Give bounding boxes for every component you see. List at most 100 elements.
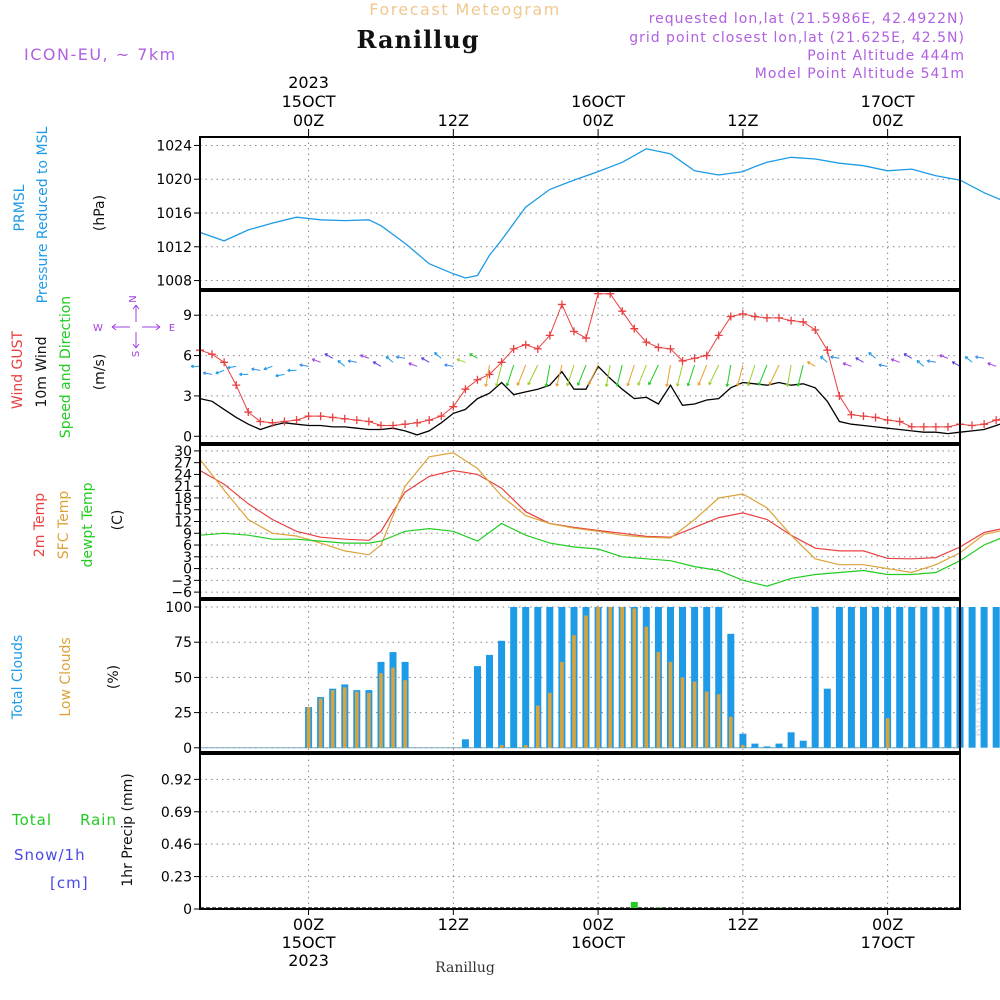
wind-direction-arrow [819,356,828,363]
precip-ytick-label: 0.69 [161,805,192,821]
wind-gust-point [244,408,253,417]
precip-unit: 1hr Precip (mm) [120,773,136,886]
low-clouds-bar [729,716,733,748]
requested-coords: requested lon,lat (21.5986E, 42.4922N) [649,11,965,27]
pressure-label-msl: Pressure Reduced to MSL [35,126,51,303]
total-clouds-bar [546,607,554,748]
wind-gust-point [678,356,687,365]
bottom-time-label: 12Z [438,915,469,934]
temp-dewpt-line [199,522,1000,587]
low-clouds-bar [306,707,311,748]
low-clouds-bar [596,607,600,748]
wind-direction-arrow [916,360,925,367]
wind-gust-point [280,417,289,426]
footer-location: Ranillug [435,960,495,976]
top-time-label: 16OCT [571,92,625,111]
wind-gust-point [545,331,554,340]
bottom-time-label: 2023 [288,951,329,970]
wind-direction-arrow [275,373,285,378]
total-clouds-bar [944,607,952,748]
temp-ytick-label: 21 [174,479,192,495]
total-clouds-bar [510,607,518,748]
low-clouds-bar [741,745,745,748]
wind-gust-point [509,344,518,353]
wind-gust-point [666,344,675,353]
temp-ytick-label: 15 [174,503,192,519]
wind-direction-arrow [576,364,587,386]
temp-ytick-label: 9 [183,526,192,542]
wind-gust-point [256,417,265,426]
precip-label-snow: Snow/1h [14,846,86,864]
bottom-time-label: 00Z [582,915,613,934]
total-clouds-bar [799,740,807,748]
wind-gust-point [968,421,977,430]
wind-direction-arrow [725,364,732,387]
pressure-ytick-label: 1024 [156,138,192,154]
top-time-label: 12Z [727,111,758,130]
precip-ytick-label: 0 [183,902,192,918]
wind-gust-point [654,343,663,352]
compass-north: N [128,295,139,302]
total-clouds-bar [896,607,904,748]
temp-unit: (C) [110,510,126,531]
clouds-ytick-label: 0 [183,741,192,757]
precip-ytick-label: 0.46 [161,837,192,853]
clouds-ytick-label: 100 [165,600,192,616]
wind-direction-arrow [385,356,394,363]
temp-ytick-label: −3 [171,573,192,589]
wind-gust-point [775,313,784,322]
clouds-ytick-label: 25 [174,706,192,722]
wind-gust-point [871,413,880,422]
rain-bar [630,902,638,909]
wind-direction-arrow [505,364,515,387]
wind-gust-point [738,309,747,318]
total-clouds-bar [486,654,493,748]
wind-direction-arrow [555,364,563,387]
low-clouds-bar [548,692,552,748]
wind-direction-arrow [868,352,876,359]
low-clouds-bar [704,691,709,748]
low-clouds-bar [572,635,576,748]
wind-gust-point [883,416,892,425]
wind-direction-arrow [686,364,696,387]
low-clouds-bar [632,608,637,748]
location-title: Ranillug [356,25,479,54]
wind-direction-arrow [337,360,346,367]
low-clouds-bar [523,745,528,748]
wind-direction-arrow [785,364,792,387]
wind-gust-point [811,326,820,335]
wind-direction-arrow [708,364,720,386]
total-clouds-bar [461,739,469,748]
wind-gust-point [895,417,904,426]
bottom-time-label: 00Z [293,915,324,934]
wind-gust-point [220,358,229,367]
point-altitude: Point Altitude 444m [807,48,965,64]
low-clouds-bar [536,705,540,748]
low-clouds-bar [668,661,673,748]
model-label: ICON-EU, ~ 7km [24,45,177,64]
wind-direction-arrow [226,365,237,370]
wind-ytick-label: 6 [183,349,192,365]
temp-label-dewpt: dewpt Temp [80,482,96,567]
total-clouds-bar [775,743,783,748]
wind-direction-arrow [251,367,261,372]
wind-direction-arrow [372,361,382,367]
pressure-ytick-label: 1020 [156,172,192,188]
wind-direction-arrow [855,357,864,363]
wind-direction-arrow [263,365,273,371]
wind-direction-arrow [842,362,852,367]
wind-ytick-label: 3 [183,389,192,405]
temp-ytick-label: −6 [171,585,192,601]
wind-gust-point [823,346,832,355]
clouds-panel-frame [199,599,961,753]
top-time-label: 12Z [438,111,469,130]
wind-direction-arrow [665,364,671,387]
axis-labels: 100810121016102010240369−6−3036912151821… [156,73,914,970]
wind-direction-arrow [604,364,611,387]
low-clouds-bar [330,690,335,748]
low-clouds-bar [318,698,323,748]
low-clouds-bar [620,607,624,748]
temp-ytick-label: 0 [183,562,192,578]
wind-direction-arrow [202,371,213,376]
wind-direction-arrow [433,352,442,359]
